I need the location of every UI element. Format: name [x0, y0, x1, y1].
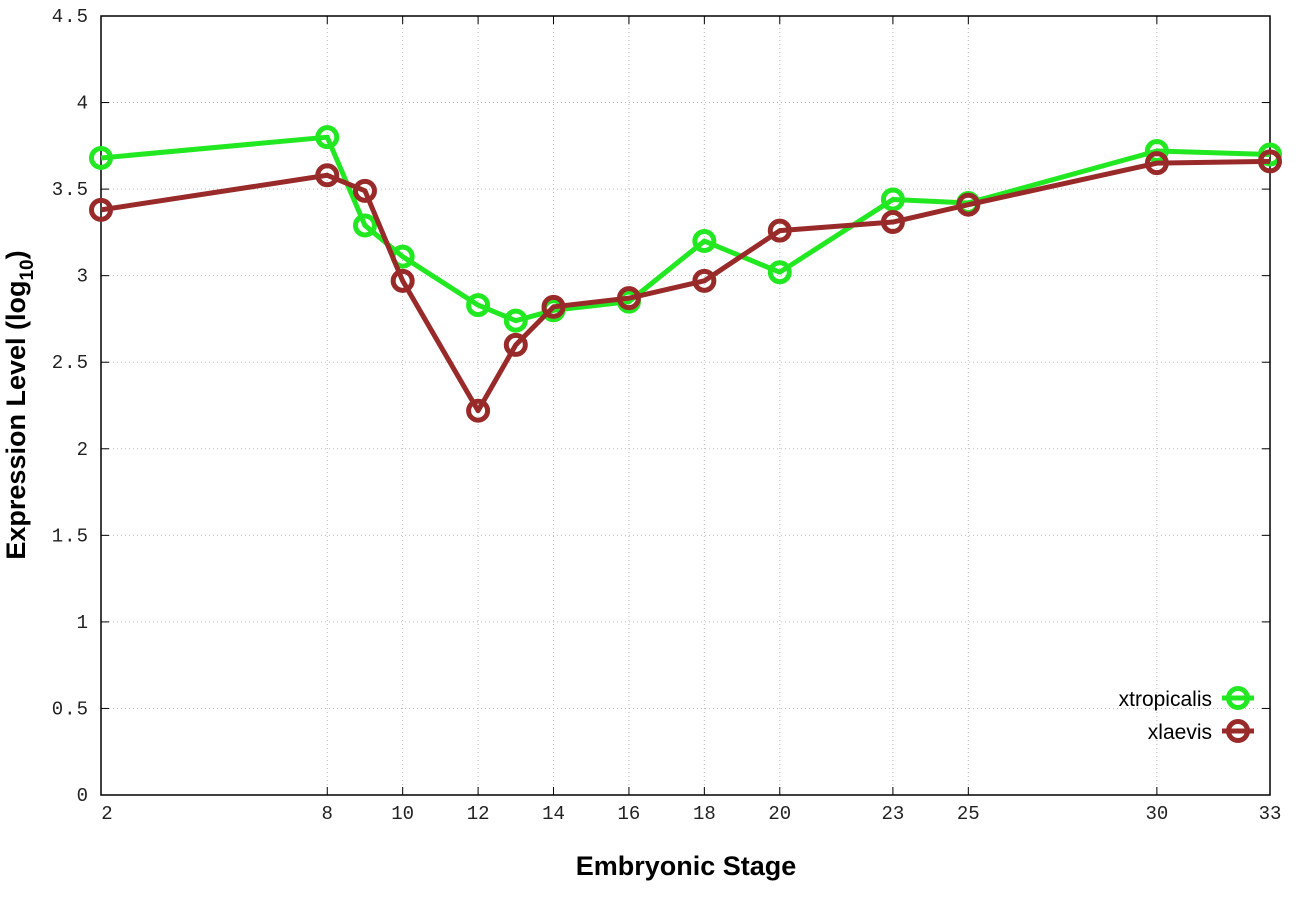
- y-tick-label: 2.5: [52, 352, 89, 374]
- x-tick-label: 30: [1145, 803, 1168, 825]
- y-tick-label: 3.5: [52, 179, 89, 201]
- data-point-xlaevis: [390, 268, 415, 293]
- axis-ticks: 0 0.5 1 1.5 2 2.5 3 3.5 4 4.5 2 8 10 12 14 16 18 20 23 25 30…: [52, 6, 1282, 825]
- x-tick-label: 18: [693, 803, 716, 825]
- data-point-xlaevis: [616, 286, 641, 311]
- data-point-xlaevis: [767, 218, 792, 243]
- data-point-xlaevis: [956, 192, 981, 217]
- y-tick-label: 2: [77, 439, 89, 461]
- x-tick-label: 23: [881, 803, 904, 825]
- x-tick-label: 12: [467, 803, 490, 825]
- legend-marker-xtropicalis: [1226, 686, 1250, 710]
- y-axis-label: Expression Level (log10): [1, 250, 38, 559]
- y-tick-label: 0.5: [52, 698, 89, 720]
- grid: [101, 16, 1270, 795]
- x-tick-label: 10: [391, 803, 414, 825]
- x-tick-label: 20: [768, 803, 791, 825]
- data-point-xtropicalis: [315, 125, 340, 150]
- plot-frame: [100, 15, 1271, 796]
- data-point-xtropicalis: [466, 293, 491, 318]
- x-tick-label: 2: [101, 803, 112, 825]
- series-line-xtropicalis: [100, 134, 1271, 324]
- x-tick-label: 8: [322, 803, 333, 825]
- y-tick-label: 4.5: [52, 6, 89, 28]
- data-point-xlaevis: [541, 294, 566, 319]
- x-tick-label: 14: [542, 803, 565, 825]
- data-point-xlaevis: [1258, 149, 1282, 174]
- y-tick-label: 3: [77, 266, 89, 288]
- data-point-xtropicalis: [692, 229, 717, 254]
- data-point-xlaevis: [503, 332, 528, 357]
- x-tick-label: 25: [957, 803, 980, 825]
- data-point-xtropicalis: [352, 213, 377, 238]
- legend-marker-xlaevis: [1226, 719, 1250, 743]
- series-group: [89, 125, 1282, 423]
- data-point-xtropicalis: [89, 145, 113, 170]
- series-xtropicalis: [89, 125, 1282, 333]
- data-point-xtropicalis: [1144, 139, 1169, 164]
- data-point-xlaevis: [352, 178, 377, 203]
- series-line-xlaevis: [100, 158, 1271, 414]
- y-tick-label: 1: [77, 612, 89, 634]
- legend-label-xlaevis: xlaevis: [1148, 721, 1212, 744]
- data-point-xlaevis: [692, 268, 717, 293]
- y-tick-label: 1.5: [52, 525, 89, 547]
- data-point-xlaevis: [466, 398, 491, 423]
- data-point-xtropicalis: [503, 308, 528, 333]
- data-point-xlaevis: [880, 210, 905, 235]
- x-tick-label: 16: [618, 803, 641, 825]
- series-xlaevis: [89, 149, 1282, 423]
- legend-label-xtropicalis: xtropicalis: [1119, 688, 1212, 711]
- legend: xtropicalis xlaevis: [1119, 686, 1254, 744]
- y-tick-label: 4: [77, 93, 89, 115]
- y-tick-label: 0: [77, 785, 89, 807]
- x-tick-label: 33: [1259, 803, 1282, 825]
- data-point-xtropicalis: [767, 260, 792, 285]
- data-point-xlaevis: [89, 197, 113, 222]
- data-point-xlaevis: [1144, 151, 1169, 176]
- x-axis-label: Embryonic Stage: [576, 851, 797, 881]
- data-point-xlaevis: [315, 163, 340, 188]
- data-point-xtropicalis: [880, 187, 905, 212]
